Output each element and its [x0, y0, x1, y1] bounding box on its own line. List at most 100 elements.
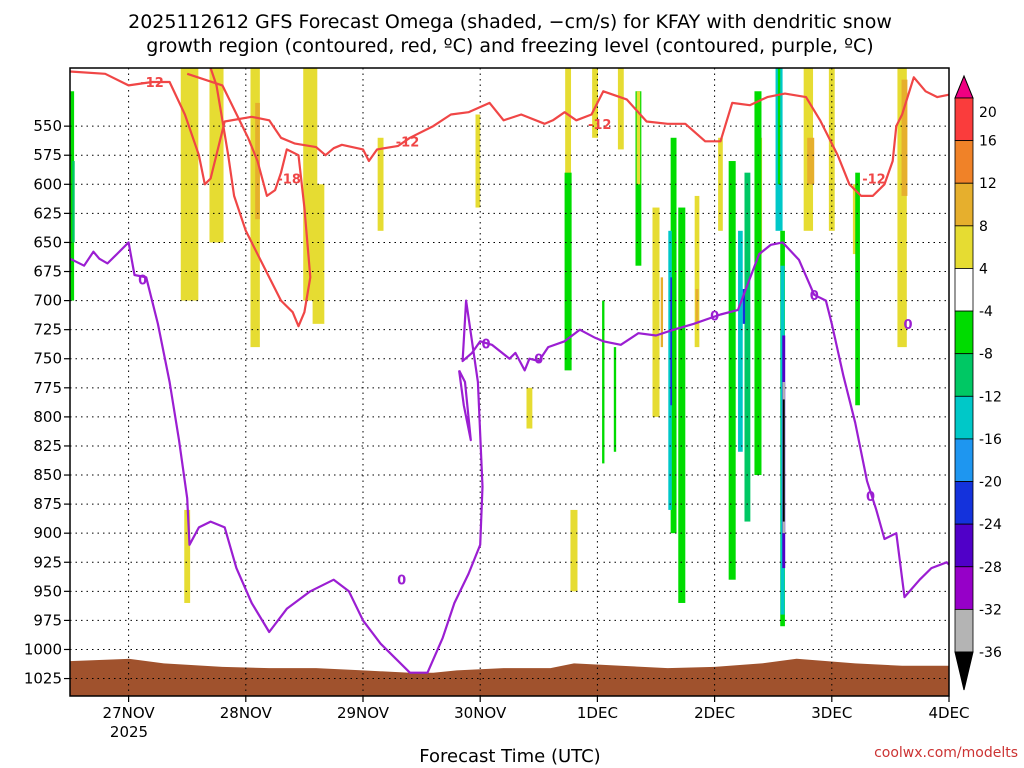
- colorbar-label--8: -8: [979, 347, 993, 363]
- omega-cell-45: [828, 68, 835, 231]
- omega-cell-44: [807, 137, 815, 185]
- contours: -12 -12 -12 -12 -18 0 0 0 0 0 0 0 0: [69, 67, 950, 674]
- plot-area: -12 -12 -12 -12 -18 0 0 0 0 0 0 0 0: [69, 67, 950, 697]
- colorbar-label--16: -16: [979, 432, 1002, 448]
- omega-cell-23: [660, 277, 664, 348]
- omega-cell-24: [668, 230, 672, 510]
- contour-label-6: 0: [397, 574, 406, 589]
- y-tick-label-1025: 1025: [24, 670, 62, 688]
- colorbar-label--32: -32: [979, 602, 1002, 618]
- colorbar-swatch-7: [954, 395, 974, 440]
- contour-label-12: 0: [903, 318, 912, 333]
- colorbar-label--36: -36: [979, 645, 1002, 661]
- omega-cell-13: [565, 68, 572, 185]
- y-tick-label-825: 825: [33, 437, 62, 455]
- omega-cell-18: [613, 347, 617, 452]
- contour-label-10: 0: [810, 289, 819, 304]
- omega-cell-28: [695, 288, 699, 324]
- colorbar-label--28: -28: [979, 560, 1002, 576]
- omega-cell-48: [897, 68, 907, 348]
- x-axis-ticks: 27NOV 28NOV 29NOV 30NOV 1DEC 2DEC 3DEC 4DEC: [103, 696, 970, 722]
- y-tick-label-800: 800: [33, 408, 62, 426]
- y-tick-label-950: 950: [33, 582, 62, 600]
- omega-cell-42: [782, 399, 785, 522]
- omega-cell-11: [526, 387, 533, 429]
- y-tick-label-925: 925: [33, 553, 62, 571]
- omega-cell-33: [742, 288, 746, 324]
- colorbar-swatch-2: [954, 182, 974, 227]
- omega-cell-31: [744, 172, 751, 522]
- colorbar-swatch-1: [954, 140, 974, 184]
- y-tick-label-575: 575: [33, 146, 62, 164]
- colorbar-label-4: 4: [979, 261, 988, 277]
- omega-cell-16: [564, 172, 572, 371]
- y-tick-label-975: 975: [33, 611, 62, 629]
- x-tick-label-2DEC: 2DEC: [694, 704, 735, 722]
- omega-cell-14: [592, 68, 598, 138]
- dgz-contour-minus12: [69, 70, 950, 197]
- y-tick-label-1000: 1000: [24, 640, 62, 658]
- contour-label-7: 0: [482, 338, 491, 353]
- omega-cell-17: [602, 300, 605, 464]
- colorbar-swatch-4: [954, 268, 974, 312]
- colorbar-cap-bottom: [954, 651, 974, 691]
- omega-cell-49: [901, 79, 908, 196]
- omega-cell-9: [377, 137, 384, 231]
- plot-frame: [69, 67, 950, 697]
- y-tick-label-875: 875: [33, 495, 62, 513]
- contour-label-2: -12: [588, 118, 612, 133]
- colorbar-swatch-12: [954, 608, 974, 653]
- y-tick-label-600: 600: [33, 175, 62, 193]
- y-tick-label-750: 750: [33, 350, 62, 368]
- colorbar-swatch-11: [954, 566, 974, 610]
- y-tick-label-675: 675: [33, 263, 62, 281]
- colorbar-swatch-6: [954, 353, 974, 397]
- x-tick-label-28NOV: 28NOV: [220, 704, 273, 722]
- y-tick-label-850: 850: [33, 466, 62, 484]
- y-tick-label-775: 775: [33, 379, 62, 397]
- y-tick-label-625: 625: [33, 204, 62, 222]
- contour-label-5: 0: [138, 274, 147, 289]
- y-tick-label-900: 900: [33, 524, 62, 542]
- freezing-level-contour: [69, 241, 950, 674]
- colorbar-label-12: 12: [979, 176, 997, 192]
- terrain-fill: [70, 658, 949, 696]
- x-year-label: 2025: [110, 723, 148, 741]
- omega-cell-1: [72, 161, 75, 243]
- x-tick-label-30NOV: 30NOV: [454, 704, 507, 722]
- x-tick-label-27NOV: 27NOV: [103, 704, 156, 722]
- colorbar-label--4: -4: [979, 304, 993, 320]
- omega-cell-0: [70, 91, 75, 301]
- omega-cell-20: [636, 91, 641, 185]
- y-axis-ticks: 550 575 600 625 650 675 700 725 750 775 800 825 850 8…: [24, 117, 70, 688]
- y-tick-label-700: 700: [33, 292, 62, 310]
- colorbar-swatch-5: [954, 310, 974, 355]
- colorbar-label-8: 8: [979, 219, 988, 235]
- colorbar-cap-top: [954, 74, 974, 99]
- colorbar-label--20: -20: [979, 475, 1002, 491]
- contour-label-8: 0: [534, 353, 543, 368]
- contour-label-1: -12: [396, 135, 420, 150]
- y-tick-label-725: 725: [33, 321, 62, 339]
- dgz-contour-minus18: [186, 67, 312, 328]
- contour-label-11: 0: [866, 490, 875, 505]
- colorbar-label-16: 16: [979, 134, 997, 150]
- omega-cell-32: [738, 230, 743, 452]
- x-tick-label-29NOV: 29NOV: [337, 704, 390, 722]
- omega-cell-7: [312, 184, 325, 324]
- contour-label-3: -12: [862, 172, 886, 187]
- colorbar-swatch-9: [954, 481, 974, 525]
- omega-cell-8: [184, 509, 191, 603]
- omega-cell-2: [180, 68, 199, 301]
- colorbar-swatch-0: [954, 97, 974, 142]
- omega-cell-25: [670, 277, 673, 406]
- terrain-surface: [70, 658, 949, 696]
- credit-link[interactable]: coolwx.com/modelts: [874, 745, 1018, 761]
- colorbar-label--24: -24: [979, 517, 1002, 533]
- colorbar-label-20: 20: [979, 105, 997, 121]
- x-axis-title: Forecast Time (UTC): [419, 746, 600, 767]
- chart-title-line-1: 2025112612 GFS Forecast Omega (shaded, −…: [128, 11, 892, 33]
- omega-cell-22: [670, 137, 677, 534]
- colorbar: 20 16 12 8 4 -4 -8 -12 -16 -20 -24 -28 -32 -36: [954, 74, 1002, 691]
